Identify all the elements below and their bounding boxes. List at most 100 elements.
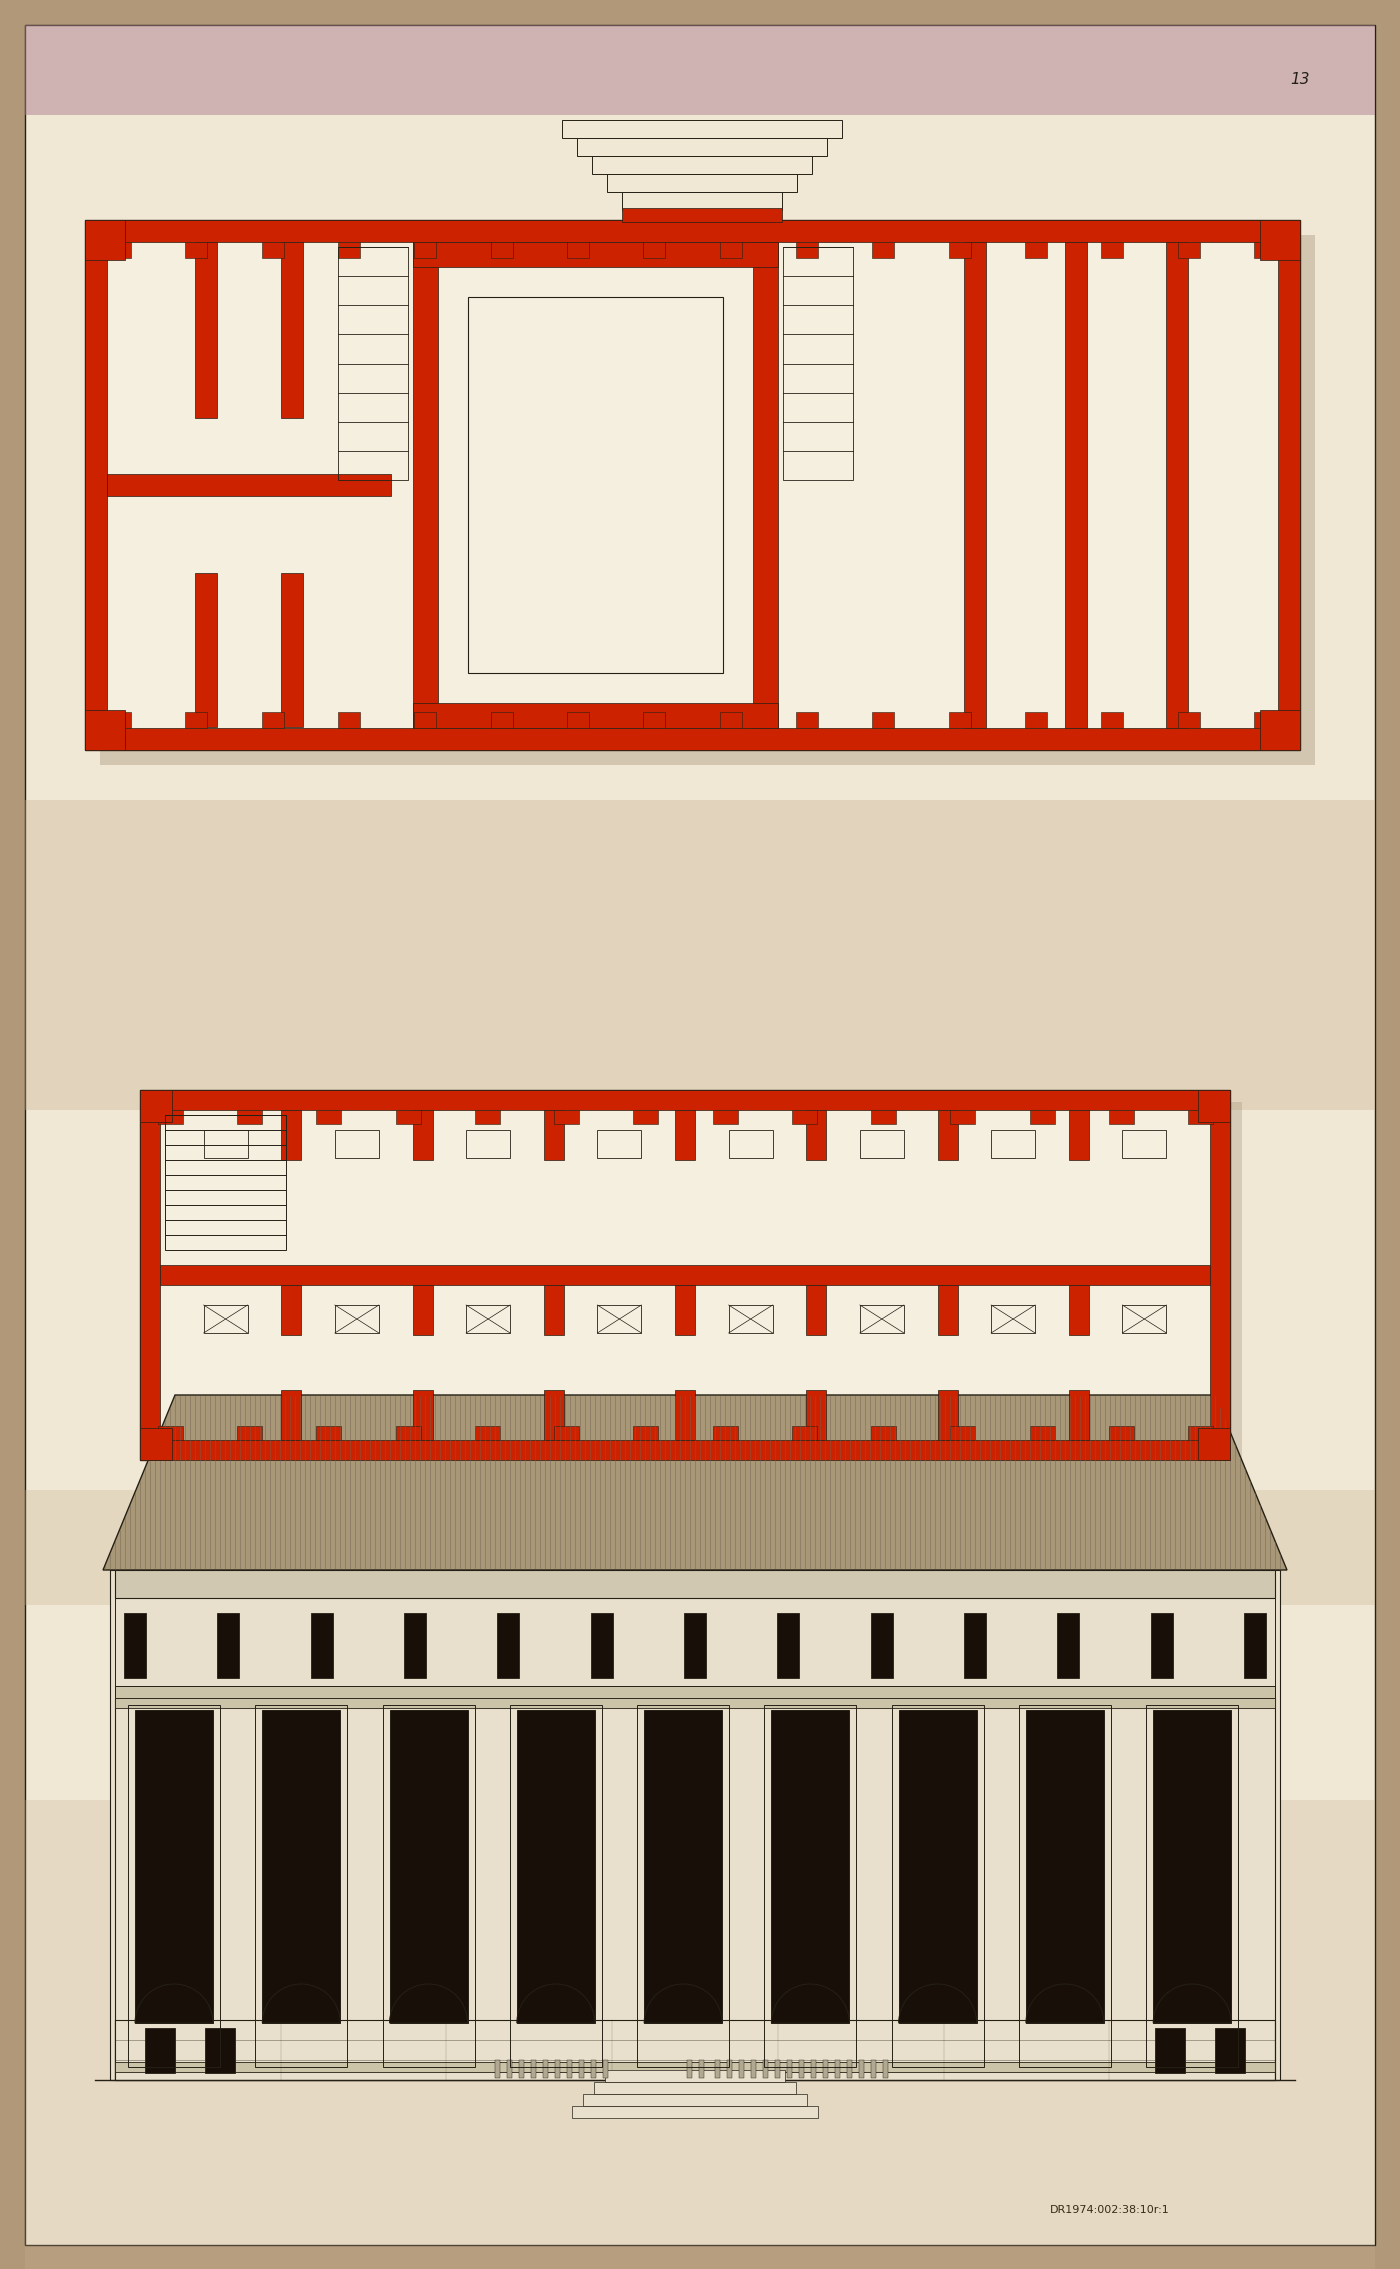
Bar [85,710,125,751]
Bar [938,1284,958,1334]
Bar [115,2063,1275,2072]
Bar [203,1305,248,1332]
Bar [675,1284,694,1334]
Bar [783,247,853,481]
Wedge shape [644,1983,722,2024]
Bar [85,220,106,751]
Bar [806,1110,826,1159]
Bar [382,1704,475,2067]
Bar [753,243,777,728]
Bar [991,1130,1035,1157]
Bar [337,243,360,259]
Bar [1123,1130,1166,1157]
Wedge shape [517,1983,595,2024]
Bar [892,1704,984,2067]
Bar [262,243,284,259]
Bar [567,712,589,728]
Bar [728,1130,773,1157]
Bar [965,1613,986,1679]
Bar [1025,243,1047,259]
Bar [1147,1704,1238,2067]
Bar [965,243,987,728]
Bar [603,2060,608,2078]
Bar [1068,1110,1089,1159]
Bar [1189,1110,1212,1123]
Bar [414,243,437,259]
Bar [140,1427,172,1459]
Bar [675,1110,694,1159]
Bar [715,2060,720,2078]
Bar [281,1110,301,1159]
Bar [1109,1425,1134,1441]
Bar [763,2060,769,2078]
Bar [806,1391,826,1441]
Bar [496,2060,500,2078]
Bar [871,1425,896,1441]
Bar [196,243,217,417]
Bar [115,1570,1275,1597]
Bar [1210,1089,1231,1459]
Bar [582,2094,806,2106]
Wedge shape [899,1983,977,2024]
Bar [217,1613,239,1679]
Text: 13: 13 [1289,73,1309,88]
Bar [237,1110,262,1123]
Bar [598,1130,641,1157]
Bar [466,1130,510,1157]
Wedge shape [1154,1983,1231,2024]
Bar [185,712,207,728]
Bar [687,2060,692,2078]
Bar [115,1686,1275,1697]
Bar [806,1284,826,1334]
Bar [115,1597,1275,1697]
Bar [899,1711,977,2024]
Bar [115,1697,1275,2081]
Bar [608,175,797,193]
Bar [115,2019,1275,2081]
Bar [517,1711,595,2024]
Bar [699,2060,704,2078]
Polygon shape [104,1395,1287,1570]
Bar [106,474,391,497]
Bar [316,1425,342,1441]
Bar [507,2060,512,2078]
Bar [871,1613,893,1679]
Bar [573,2106,818,2117]
Bar [739,2060,743,2078]
Bar [281,1284,301,1334]
Bar [1215,2028,1245,2074]
Bar [414,712,437,728]
Bar [577,138,827,157]
Bar [764,1704,857,2067]
Bar [1102,712,1123,728]
Bar [519,2060,524,2078]
Bar [834,2060,840,2078]
Bar [405,1613,426,1679]
Bar [860,1130,904,1157]
Bar [1189,1425,1212,1441]
Bar [255,1704,347,2067]
Bar [510,1704,602,2067]
Bar [592,157,812,175]
Bar [598,1305,641,1332]
Bar [1254,243,1275,259]
Bar [85,220,1301,751]
Bar [728,1305,773,1332]
Bar [644,712,665,728]
Bar [871,1110,896,1123]
Bar [85,728,1301,751]
Bar [792,1110,816,1123]
Bar [860,2060,864,2078]
Bar [262,712,284,728]
Bar [413,1110,433,1159]
Bar [335,1305,379,1332]
Bar [109,712,132,728]
Bar [1154,1711,1231,2024]
Bar [1166,243,1189,728]
Bar [561,120,841,138]
Bar [554,1425,580,1441]
Bar [111,1570,1280,2081]
Bar [991,1305,1035,1332]
Bar [951,1425,976,1441]
Bar [1260,710,1301,751]
